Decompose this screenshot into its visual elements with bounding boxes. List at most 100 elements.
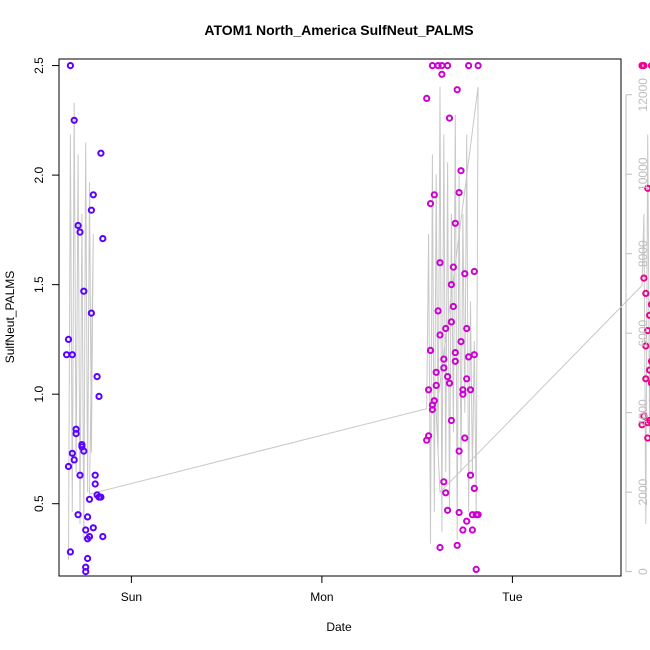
data-point (95, 493, 103, 501)
data-point (647, 358, 650, 365)
data-point (425, 386, 433, 394)
data-point (463, 324, 471, 333)
x-tick-label: Tue (502, 590, 523, 604)
data-point (640, 274, 648, 282)
y-tick-label: 2.0 (32, 166, 46, 183)
y-tick-label: 1.5 (32, 276, 46, 293)
data-point (99, 235, 107, 243)
data-point (470, 267, 478, 276)
data-point (432, 381, 440, 389)
data-point (436, 331, 444, 339)
data-point (461, 434, 469, 442)
data-point (459, 386, 467, 394)
data-point (449, 263, 457, 271)
data-point (474, 62, 482, 70)
data-point (63, 351, 71, 359)
data-point (451, 349, 459, 357)
data-point (444, 373, 452, 381)
data-point (438, 62, 446, 70)
data-point (447, 318, 455, 326)
data-point (436, 543, 444, 552)
data-point (423, 436, 431, 444)
data-point (436, 259, 444, 267)
data-point (453, 541, 461, 549)
data-point (97, 149, 105, 157)
data-point (82, 563, 90, 571)
data-point (428, 401, 436, 409)
data-point (80, 287, 88, 295)
data-point (64, 335, 73, 343)
data-point (91, 471, 99, 479)
secondary-y-axis: 0 2000 4000 6000 8000 10000 12000 (625, 78, 650, 575)
x-tick-label: Mon (310, 590, 333, 604)
x-tick-label: Sun (121, 590, 142, 604)
data-point (642, 289, 650, 297)
data-point (451, 357, 459, 365)
data-point (76, 228, 84, 236)
data-point (64, 462, 73, 471)
data-point (640, 412, 648, 420)
data-point (89, 191, 97, 199)
data-point (85, 533, 94, 541)
y-tick-label: 0.5 (32, 495, 46, 512)
data-point (644, 434, 650, 442)
data-point (440, 364, 448, 372)
data-point (438, 70, 446, 78)
chart-title: ATOM1 North_America SulfNeut_PALMS (204, 22, 473, 38)
altitude-trace-layer (68, 86, 650, 560)
data-point (440, 355, 448, 363)
secondary-y-tick-label: 6000 (636, 320, 650, 347)
data-point (91, 480, 99, 488)
data-point (642, 342, 650, 350)
data-point (459, 526, 467, 534)
data-point (642, 375, 650, 383)
data-point (457, 167, 465, 175)
x-axis-label: Date (326, 620, 352, 634)
data-point (70, 456, 78, 464)
data-point (423, 94, 431, 103)
data-point (457, 338, 465, 346)
data-point (455, 508, 463, 517)
data-point (461, 270, 469, 278)
data-point (465, 62, 473, 70)
data-point (463, 375, 471, 383)
altitude-trace-line (68, 86, 650, 560)
data-point (442, 324, 450, 333)
secondary-y-tick-label: 10000 (636, 157, 650, 191)
data-point (432, 368, 440, 376)
data-point (445, 379, 454, 387)
secondary-y-tick-label: 8000 (636, 240, 650, 267)
data-point (472, 511, 480, 519)
data-point (445, 114, 454, 122)
data-point (66, 548, 75, 556)
data-point (80, 447, 88, 455)
data-point (89, 524, 97, 532)
data-point (68, 351, 76, 359)
data-point (99, 533, 107, 541)
data-point (84, 513, 92, 521)
data-point (453, 86, 461, 94)
data-point (440, 478, 448, 486)
data-point (93, 373, 101, 381)
data-point (430, 191, 438, 199)
data-point (644, 327, 650, 335)
secondary-y-tick-label: 4000 (636, 399, 650, 426)
data-point (647, 62, 650, 69)
secondary-y-tick-label: 2000 (636, 478, 650, 505)
data-point (434, 307, 442, 315)
data-point (447, 416, 455, 425)
x-axis: Sun Mon Tue (121, 576, 523, 604)
data-point (470, 484, 478, 492)
data-point (70, 116, 78, 124)
data-point (426, 200, 435, 208)
data-point (87, 206, 96, 214)
data-point (68, 449, 76, 457)
data-point (428, 62, 436, 70)
plot-frame (58, 58, 622, 577)
y-axis: 0.5 1.0 1.5 2.0 2.5 (32, 57, 59, 512)
data-point (449, 302, 457, 311)
data-point (455, 189, 463, 197)
secondary-y-tick-label: 0 (636, 568, 650, 575)
y-tick-label: 1.0 (32, 386, 46, 403)
